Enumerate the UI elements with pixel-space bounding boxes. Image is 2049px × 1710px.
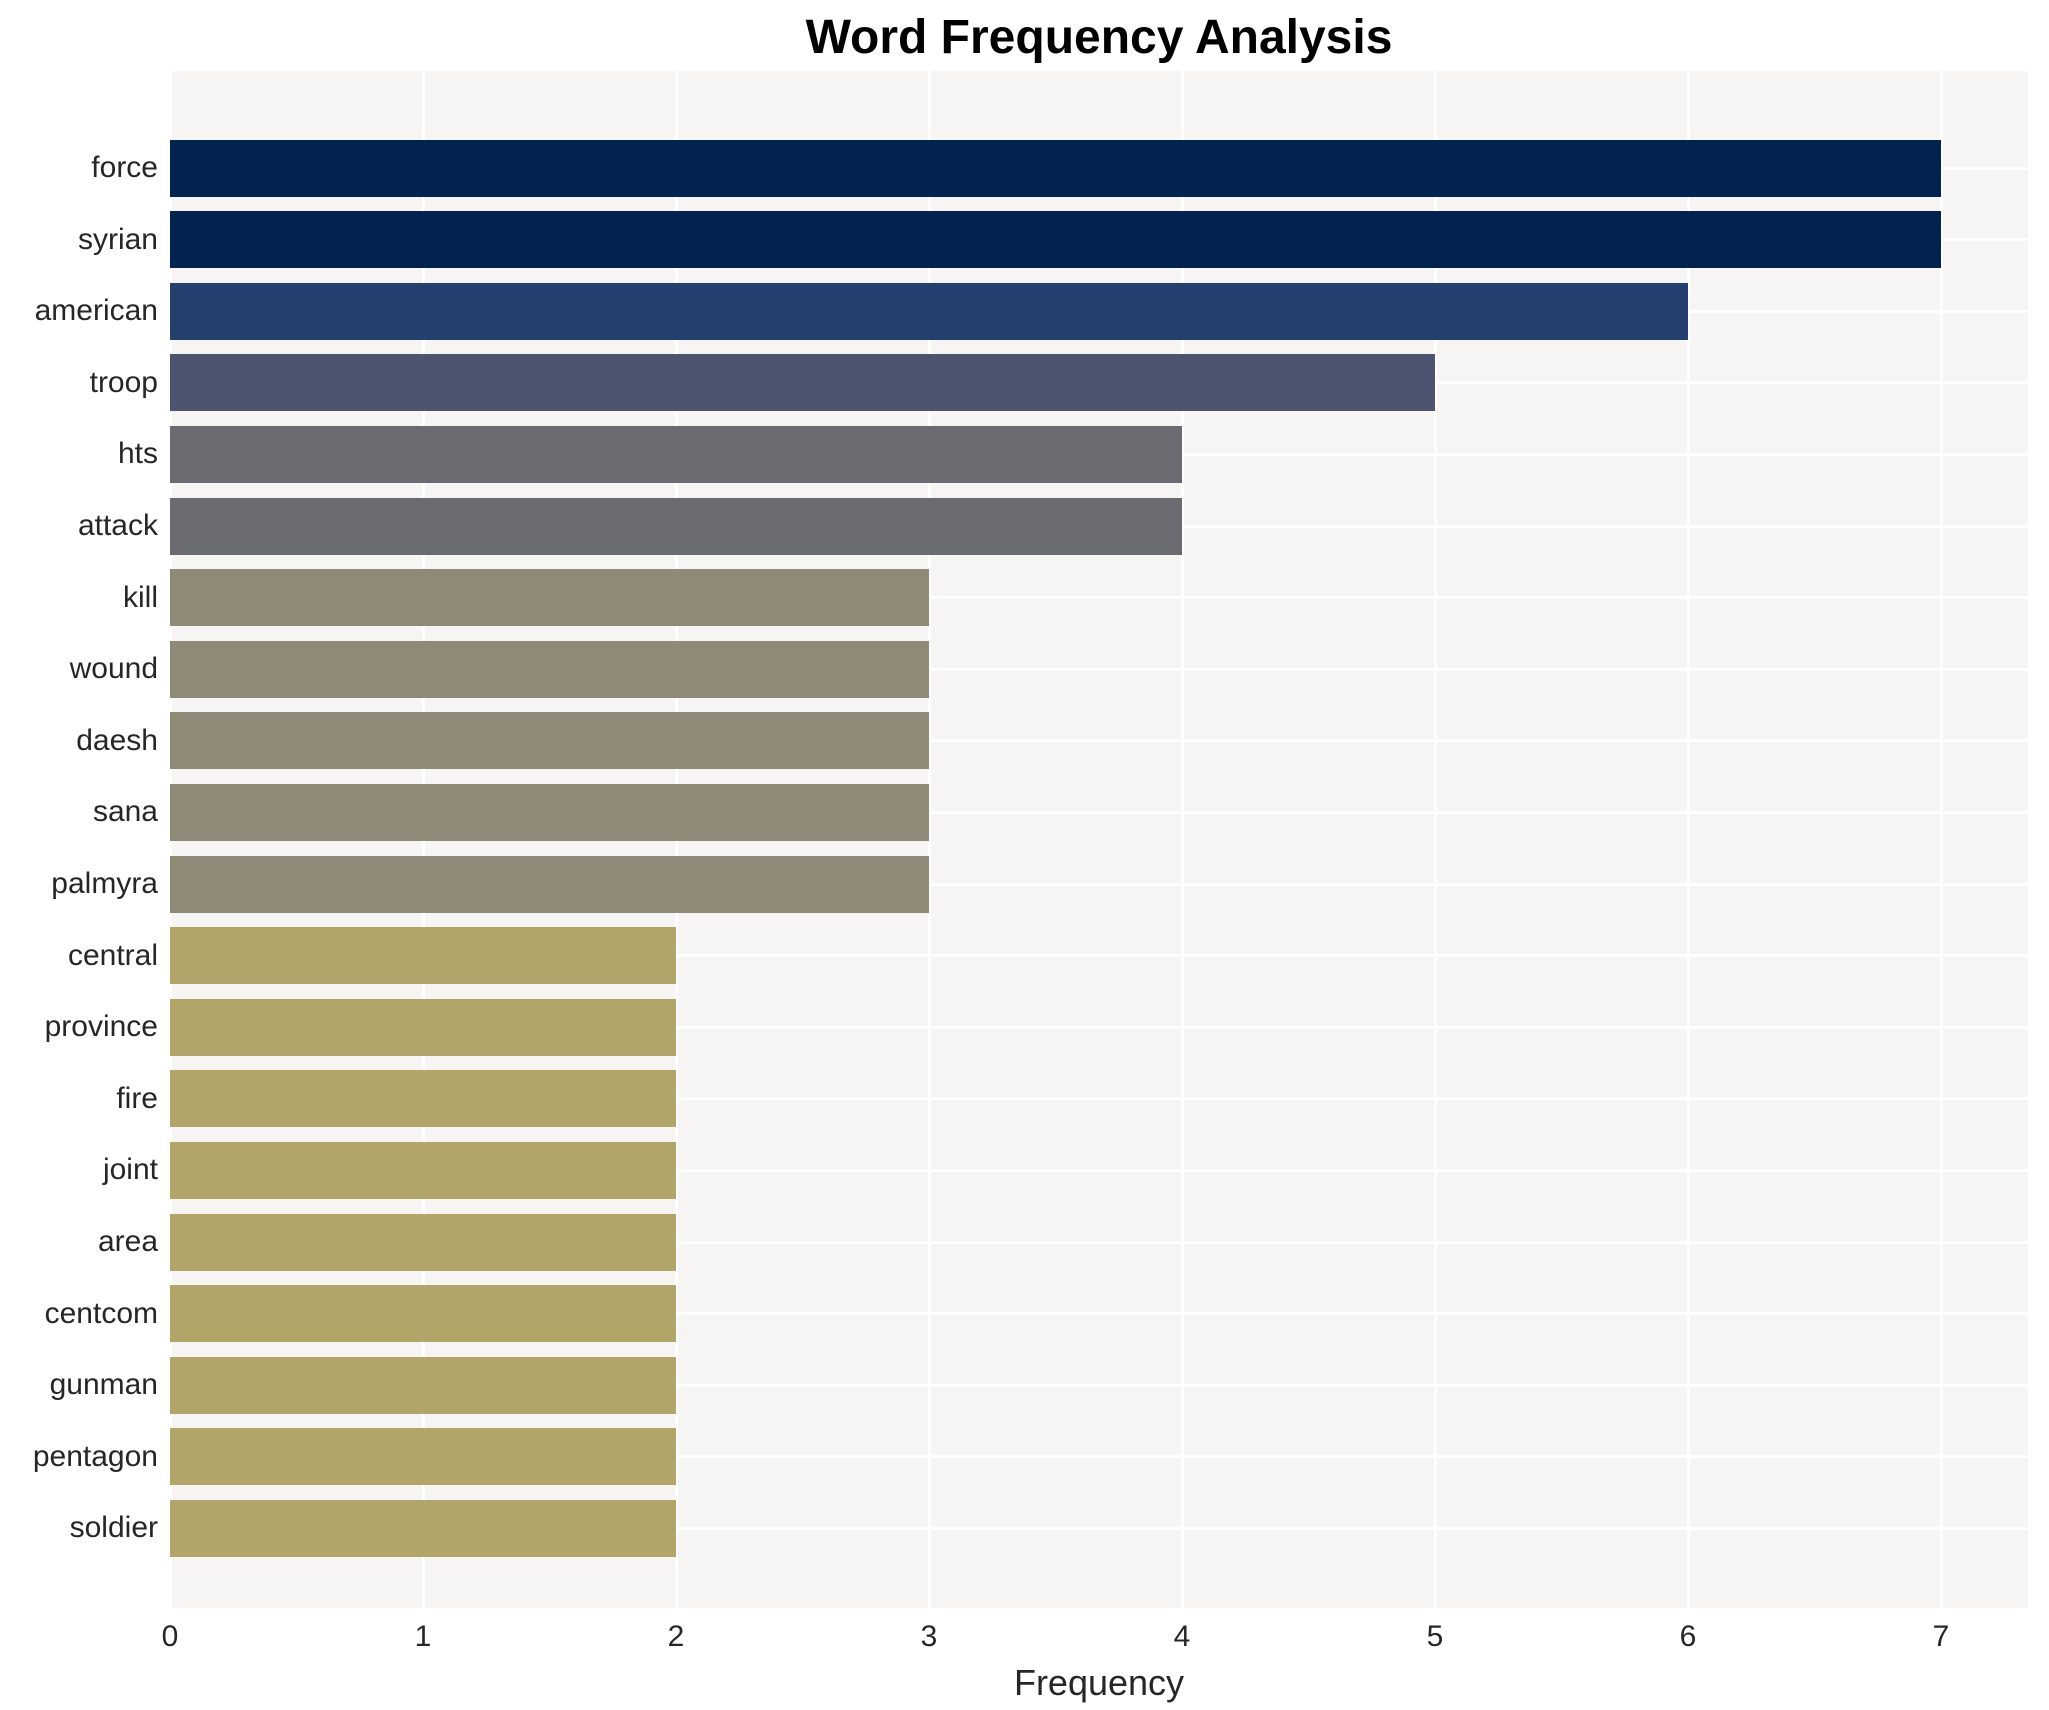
- y-tick-label-hts: hts: [117, 437, 158, 471]
- x-tick-label-3: 3: [920, 1620, 938, 1653]
- x-tick-label-7: 7: [1932, 1620, 1950, 1653]
- bar-fire: [170, 1070, 676, 1128]
- bar-gunman: [170, 1356, 676, 1414]
- bar-centcom: [170, 1285, 676, 1343]
- plot-area: [168, 71, 2028, 1608]
- x-tick-label-1: 1: [414, 1620, 432, 1653]
- y-gridline: [170, 1455, 2028, 1459]
- bar-daesh: [170, 712, 929, 770]
- y-tick-label-gunman: gunman: [49, 1368, 158, 1402]
- x-gridline: [1686, 71, 1690, 1608]
- bar-palmyra: [170, 855, 929, 913]
- y-tick-label-troop: troop: [89, 365, 158, 399]
- x-tick-label-5: 5: [1426, 1620, 1444, 1653]
- y-tick-label-force: force: [91, 151, 158, 184]
- bar-force: [170, 139, 1941, 197]
- bar-joint: [170, 1141, 676, 1199]
- x-axis-title: Frequency: [1013, 1662, 1185, 1703]
- y-tick-label-attack: attack: [77, 509, 158, 542]
- x-tick-label-2: 2: [667, 1620, 685, 1653]
- y-tick-label-joint: joint: [102, 1153, 158, 1187]
- bar-american: [170, 282, 1688, 340]
- y-tick-label-daesh: daesh: [76, 723, 158, 757]
- x-gridline: [1180, 71, 1184, 1608]
- bar-syrian: [170, 211, 1941, 269]
- x-axis-ticks: 0 1 2 3 4 5 6 7: [0, 1620, 2049, 1660]
- x-gridline: [1939, 71, 1943, 1608]
- y-tick-label-syrian: syrian: [77, 222, 158, 256]
- y-tick-label-kill: kill: [123, 580, 158, 614]
- y-tick-label-province: province: [44, 1010, 158, 1044]
- y-gridline: [170, 954, 2028, 958]
- bar-central: [170, 927, 676, 985]
- y-gridline: [170, 667, 2028, 671]
- y-tick-label-palmyra: palmyra: [51, 867, 158, 900]
- bar-soldier: [170, 1499, 676, 1557]
- bar-sana: [170, 783, 929, 841]
- y-tick-label-pentagon: pentagon: [32, 1439, 158, 1473]
- x-tick-label-4: 4: [1173, 1620, 1191, 1653]
- y-gridline: [170, 1168, 2028, 1172]
- y-tick-label-central: central: [67, 938, 158, 972]
- y-gridline: [170, 596, 2028, 600]
- x-tick-label-6: 6: [1679, 1620, 1697, 1653]
- chart-title: Word Frequency Analysis: [805, 11, 1393, 64]
- bar-province: [170, 998, 676, 1056]
- bar-troop: [170, 354, 1435, 412]
- y-gridline: [170, 1526, 2028, 1530]
- y-tick-label-wound: wound: [69, 652, 158, 686]
- y-tick-label-soldier: soldier: [69, 1511, 158, 1545]
- bar-hts: [170, 425, 1182, 483]
- y-gridline: [170, 882, 2028, 886]
- x-tick-label-0: 0: [161, 1620, 179, 1653]
- x-gridline: [927, 71, 931, 1608]
- y-gridline: [170, 810, 2028, 814]
- bar-wound: [170, 640, 929, 698]
- y-gridline: [170, 1312, 2028, 1316]
- bar-attack: [170, 497, 1182, 555]
- bar-area: [170, 1213, 676, 1271]
- y-tick-label-sana: sana: [92, 795, 158, 829]
- y-axis-labels: force syrian american troop hts attack kill wou…: [0, 71, 158, 1608]
- y-gridline: [170, 1097, 2028, 1101]
- y-gridline: [170, 1240, 2028, 1244]
- y-tick-label-area: area: [97, 1225, 158, 1258]
- y-gridline: [170, 1383, 2028, 1387]
- y-tick-label-american: american: [34, 294, 158, 328]
- y-tick-label-centcom: centcom: [44, 1296, 158, 1330]
- y-tick-label-fire: fire: [116, 1081, 158, 1115]
- bar-kill: [170, 569, 929, 627]
- y-gridline: [170, 739, 2028, 743]
- x-gridline: [1433, 71, 1437, 1608]
- y-gridline: [170, 1025, 2028, 1029]
- bar-pentagon: [170, 1428, 676, 1486]
